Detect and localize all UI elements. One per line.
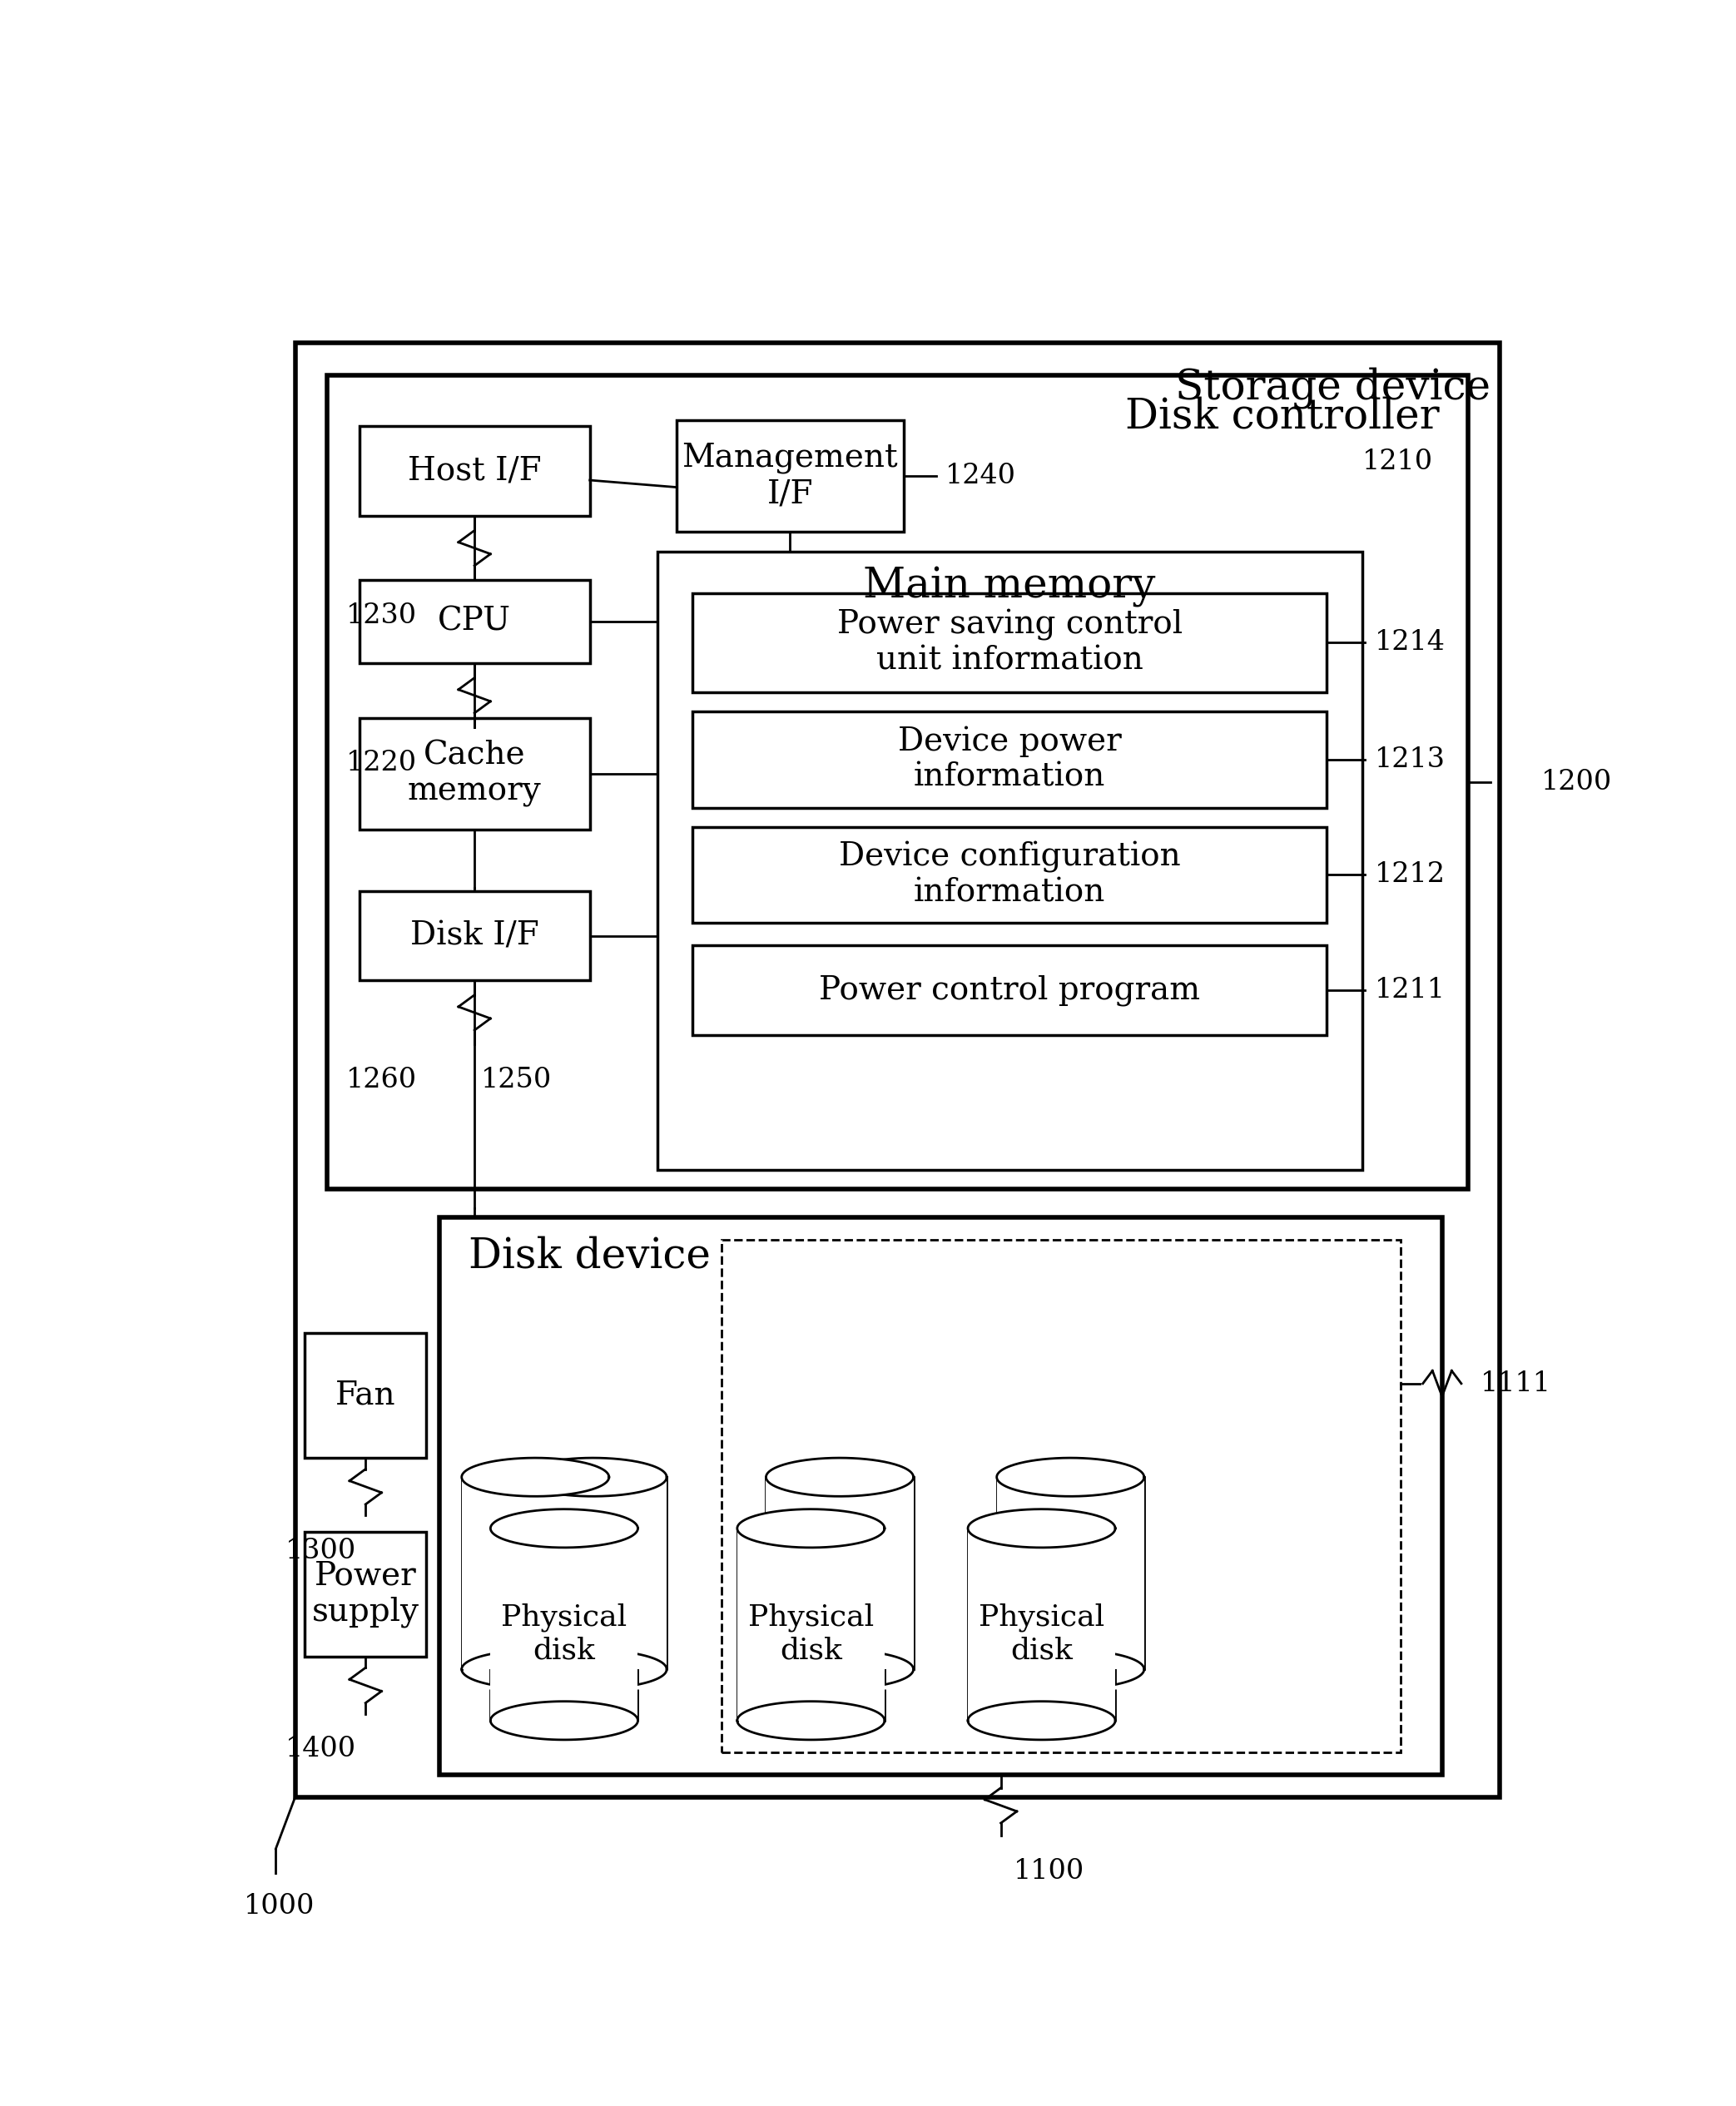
Bar (693, 828, 1326, 922)
Ellipse shape (996, 1457, 1144, 1497)
Bar (996, 1476, 1144, 1670)
Text: 1100: 1100 (1014, 1857, 1085, 1885)
Text: 1260: 1260 (345, 1066, 417, 1093)
Bar (359, 891, 590, 981)
Text: Disk I/F: Disk I/F (410, 920, 538, 952)
Text: Disk device: Disk device (469, 1236, 710, 1276)
Text: CPU: CPU (437, 607, 510, 638)
Text: 1400: 1400 (285, 1735, 356, 1763)
Bar (519, 1476, 667, 1670)
Text: Device configuration
information: Device configuration information (838, 840, 1180, 908)
Text: 1230: 1230 (345, 602, 417, 630)
Text: Host I/F: Host I/F (408, 455, 542, 486)
Text: 1300: 1300 (285, 1537, 356, 1565)
Text: Physical
disk: Physical disk (502, 1603, 627, 1666)
Text: 1000: 1000 (243, 1893, 314, 1921)
Text: Power control program: Power control program (819, 975, 1200, 1007)
Text: 1250: 1250 (481, 1066, 552, 1093)
Text: 1211: 1211 (1375, 977, 1446, 1002)
Bar (359, 718, 590, 830)
Ellipse shape (738, 1510, 885, 1548)
Text: Disk controller: Disk controller (1125, 396, 1439, 438)
Ellipse shape (969, 1510, 1115, 1548)
Text: Device power
information: Device power information (898, 727, 1121, 794)
Bar (359, 579, 590, 663)
Bar (677, 419, 904, 533)
Text: Physical
disk: Physical disk (748, 1603, 873, 1666)
Ellipse shape (766, 1457, 913, 1497)
Text: 1214: 1214 (1375, 630, 1446, 655)
Text: Main memory: Main memory (863, 567, 1156, 607)
Text: 1213: 1213 (1375, 746, 1446, 773)
Text: Power saving control
unit information: Power saving control unit information (837, 609, 1182, 676)
Bar (720, 1240, 1401, 1752)
Bar (462, 1476, 609, 1670)
Text: 1212: 1212 (1375, 861, 1446, 889)
Bar (326, 375, 1467, 1188)
Bar (658, 552, 1363, 1169)
Bar (969, 1529, 1115, 1721)
Text: Management
I/F: Management I/F (682, 442, 898, 510)
Bar (693, 712, 1326, 807)
Bar (304, 1531, 427, 1657)
Ellipse shape (462, 1457, 609, 1497)
Text: Fan: Fan (335, 1379, 396, 1411)
Bar (491, 1529, 637, 1721)
Text: 1200: 1200 (1542, 769, 1613, 796)
Bar (304, 1333, 427, 1457)
Bar (693, 594, 1326, 693)
Text: Power
supply: Power supply (312, 1561, 418, 1628)
Bar (295, 343, 1500, 1796)
Bar (766, 1476, 913, 1670)
Text: 1210: 1210 (1363, 449, 1432, 474)
Text: 1111: 1111 (1481, 1371, 1552, 1396)
Bar (359, 425, 590, 516)
Bar (738, 1529, 885, 1721)
Text: Physical
disk: Physical disk (979, 1603, 1104, 1666)
Bar (439, 1217, 1443, 1775)
Text: Storage device: Storage device (1175, 366, 1491, 409)
Ellipse shape (491, 1510, 637, 1548)
Text: Cache
memory: Cache memory (408, 741, 542, 807)
Text: 1220: 1220 (345, 750, 417, 775)
Ellipse shape (519, 1457, 667, 1497)
Text: 1240: 1240 (946, 463, 1016, 489)
Bar (693, 946, 1326, 1034)
